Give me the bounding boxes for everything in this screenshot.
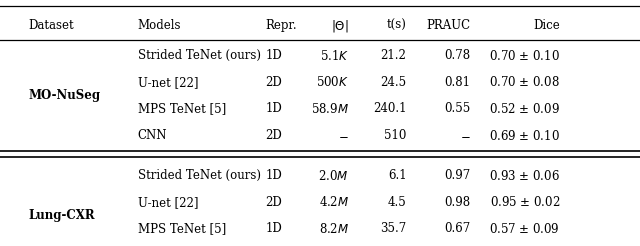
Text: 0.52 $\pm$ 0.09: 0.52 $\pm$ 0.09 <box>489 102 560 116</box>
Text: Lung-CXR: Lung-CXR <box>29 209 95 222</box>
Text: 0.98: 0.98 <box>444 196 470 209</box>
Text: 510: 510 <box>384 129 406 142</box>
Text: $|\Theta|$: $|\Theta|$ <box>331 18 349 34</box>
Text: 0.93 $\pm$ 0.06: 0.93 $\pm$ 0.06 <box>489 169 560 183</box>
Text: 0.70 $\pm$ 0.10: 0.70 $\pm$ 0.10 <box>489 49 560 63</box>
Text: 1D: 1D <box>266 49 282 62</box>
Text: Dice: Dice <box>533 19 560 32</box>
Text: 500$\mathit{K}$: 500$\mathit{K}$ <box>316 76 349 89</box>
Text: Models: Models <box>138 19 181 32</box>
Text: t(s): t(s) <box>387 19 406 32</box>
Text: 2.0$\mathit{M}$: 2.0$\mathit{M}$ <box>318 169 349 183</box>
Text: $-$: $-$ <box>338 129 349 142</box>
Text: PRAUC: PRAUC <box>426 19 470 32</box>
Text: 0.67: 0.67 <box>444 222 470 235</box>
Text: 6.1: 6.1 <box>388 169 406 182</box>
Text: MPS TeNet [5]: MPS TeNet [5] <box>138 103 226 115</box>
Text: 24.5: 24.5 <box>380 76 406 89</box>
Text: 4.5: 4.5 <box>388 196 406 209</box>
Text: U-net [22]: U-net [22] <box>138 76 198 89</box>
Text: 240.1: 240.1 <box>373 103 406 115</box>
Text: Repr.: Repr. <box>266 19 297 32</box>
Text: U-net [22]: U-net [22] <box>138 196 198 209</box>
Text: 1D: 1D <box>266 222 282 235</box>
Text: 1D: 1D <box>266 169 282 182</box>
Text: 1D: 1D <box>266 103 282 115</box>
Text: 0.81: 0.81 <box>444 76 470 89</box>
Text: 0.95 $\pm$ 0.02: 0.95 $\pm$ 0.02 <box>490 195 560 209</box>
Text: 0.69 $\pm$ 0.10: 0.69 $\pm$ 0.10 <box>489 129 560 142</box>
Text: 0.97: 0.97 <box>444 169 470 182</box>
Text: 4.2$\mathit{M}$: 4.2$\mathit{M}$ <box>319 195 349 209</box>
Text: $-$: $-$ <box>460 129 470 142</box>
Text: Dataset: Dataset <box>29 19 74 32</box>
Text: Strided TeNet (ours): Strided TeNet (ours) <box>138 169 260 182</box>
Text: 8.2$\mathit{M}$: 8.2$\mathit{M}$ <box>319 222 349 236</box>
Text: MO-NuSeg: MO-NuSeg <box>29 89 101 102</box>
Text: Strided TeNet (ours): Strided TeNet (ours) <box>138 49 260 62</box>
Text: CNN: CNN <box>138 129 167 142</box>
Text: 2D: 2D <box>266 196 282 209</box>
Text: 5.1$\mathit{K}$: 5.1$\mathit{K}$ <box>319 49 349 63</box>
Text: 58.9$\mathit{M}$: 58.9$\mathit{M}$ <box>311 102 349 116</box>
Text: 0.55: 0.55 <box>444 103 470 115</box>
Text: 35.7: 35.7 <box>380 222 406 235</box>
Text: 2D: 2D <box>266 129 282 142</box>
Text: 21.2: 21.2 <box>381 49 406 62</box>
Text: 0.57 $\pm$ 0.09: 0.57 $\pm$ 0.09 <box>490 222 560 236</box>
Text: 2D: 2D <box>266 76 282 89</box>
Text: 0.70 $\pm$ 0.08: 0.70 $\pm$ 0.08 <box>489 76 560 89</box>
Text: 0.78: 0.78 <box>444 49 470 62</box>
Text: MPS TeNet [5]: MPS TeNet [5] <box>138 222 226 235</box>
